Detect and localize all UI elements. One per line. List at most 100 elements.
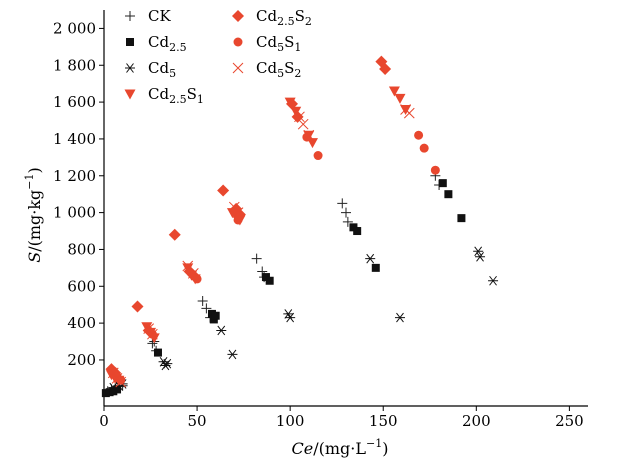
x-tick-label: 100 xyxy=(276,412,305,430)
data-marks xyxy=(101,55,499,398)
x-tick-label: 250 xyxy=(555,412,584,430)
y-tick-label: 1 200 xyxy=(53,167,96,185)
legend-entry: Cd2.5S2 xyxy=(232,7,312,28)
data-point xyxy=(285,312,296,323)
y-axis-label: S/(mg·kg−1) xyxy=(23,167,44,263)
series-2 xyxy=(108,246,499,393)
data-point xyxy=(286,97,299,110)
data-point xyxy=(115,376,127,388)
x-tick-label: 150 xyxy=(369,412,398,430)
legend-marker xyxy=(232,62,244,74)
y-tick-label: 1 800 xyxy=(53,56,96,74)
data-point xyxy=(251,253,262,264)
data-point xyxy=(158,356,169,367)
legend-entry: Cd5 xyxy=(125,59,176,80)
x-axis-label: Ce/(mg·L−1) xyxy=(292,437,389,458)
data-point xyxy=(337,198,348,209)
data-point xyxy=(147,338,158,349)
x-axis-label-end: ) xyxy=(382,439,388,458)
data-point xyxy=(306,138,318,149)
legend-marker xyxy=(125,11,135,21)
data-point xyxy=(131,300,144,313)
legend-label: Cd5 xyxy=(148,59,176,80)
data-point xyxy=(291,110,304,123)
data-point xyxy=(290,106,302,117)
legend-marker xyxy=(233,37,243,47)
data-point xyxy=(419,143,429,153)
data-point xyxy=(475,252,486,262)
legend: CK Cd2.5 Cd5 Cd2.5S1 Cd2.5S2 Cd5S1 Cd5S2 xyxy=(124,7,312,106)
data-point xyxy=(394,312,405,323)
data-point xyxy=(313,151,323,161)
y-tick-label: 200 xyxy=(67,351,96,369)
data-point xyxy=(162,358,173,369)
data-point xyxy=(233,215,243,225)
y-tick-label: 400 xyxy=(67,314,96,332)
data-point xyxy=(108,382,119,393)
data-point xyxy=(488,275,499,286)
data-point xyxy=(182,260,194,272)
data-point xyxy=(116,375,126,385)
data-point xyxy=(414,130,424,140)
legend-entry: Cd5S2 xyxy=(232,59,301,80)
data-point xyxy=(371,263,380,272)
y-axis-label-italic: S xyxy=(25,252,44,263)
y-axis-label-rest: /(mg·kg xyxy=(25,190,44,252)
series-3 xyxy=(105,86,412,386)
data-point xyxy=(217,184,230,197)
data-point xyxy=(341,207,351,218)
x-axis-label-rest: /(mg·L xyxy=(313,439,366,458)
legend-marker xyxy=(232,10,244,22)
legend-label: Cd2.5S2 xyxy=(256,7,312,28)
data-point xyxy=(228,201,240,213)
data-point xyxy=(353,227,362,236)
legend-label: CK xyxy=(148,7,171,25)
legend-label: Cd5S2 xyxy=(256,59,301,80)
tick-labels: 0 50 100 150 200 250 200 400 600 800 1 000 1 200 1 4… xyxy=(53,19,584,430)
data-point xyxy=(197,296,208,307)
y-axis-label-sup: −1 xyxy=(23,173,36,189)
y-tick-label: 1 400 xyxy=(53,130,96,148)
y-tick-label: 1 000 xyxy=(53,204,96,222)
data-point xyxy=(113,385,122,394)
legend-marker xyxy=(124,89,136,100)
x-tick-label: 0 xyxy=(99,412,109,430)
series-1 xyxy=(101,179,466,398)
x-tick-label: 50 xyxy=(188,412,207,430)
data-point xyxy=(365,253,376,264)
data-point xyxy=(294,111,305,123)
series-5 xyxy=(108,130,440,385)
y-tick-label: 800 xyxy=(67,240,96,258)
data-point xyxy=(379,62,392,75)
y-tick-label: 2 000 xyxy=(53,19,96,37)
y-tick-label: 1 600 xyxy=(53,93,96,111)
legend-marker xyxy=(125,63,135,73)
data-point xyxy=(394,93,406,104)
data-point xyxy=(265,276,274,285)
data-point xyxy=(388,86,400,97)
data-point xyxy=(201,303,212,314)
data-point xyxy=(444,190,453,199)
series-6 xyxy=(107,104,415,388)
data-point xyxy=(153,348,162,357)
data-point xyxy=(403,107,415,119)
legend-entry: Cd2.5 xyxy=(126,33,187,54)
x-axis-label-italic: Ce xyxy=(292,439,314,458)
legend-entry: Cd5S1 xyxy=(233,33,301,54)
data-point xyxy=(438,179,447,188)
legend-label: Cd2.5S1 xyxy=(148,85,204,106)
legend-marker xyxy=(126,38,134,46)
legend-label: Cd5S1 xyxy=(256,33,301,54)
data-point xyxy=(147,328,158,340)
data-point xyxy=(188,268,199,279)
data-point xyxy=(430,165,440,175)
data-point xyxy=(143,323,155,334)
data-point xyxy=(473,246,484,257)
axes xyxy=(103,10,588,407)
legend-entry: CK xyxy=(125,7,171,25)
x-tick-label: 200 xyxy=(462,412,491,430)
data-point xyxy=(216,325,227,336)
tick-marks xyxy=(99,27,570,411)
data-point xyxy=(107,367,119,379)
